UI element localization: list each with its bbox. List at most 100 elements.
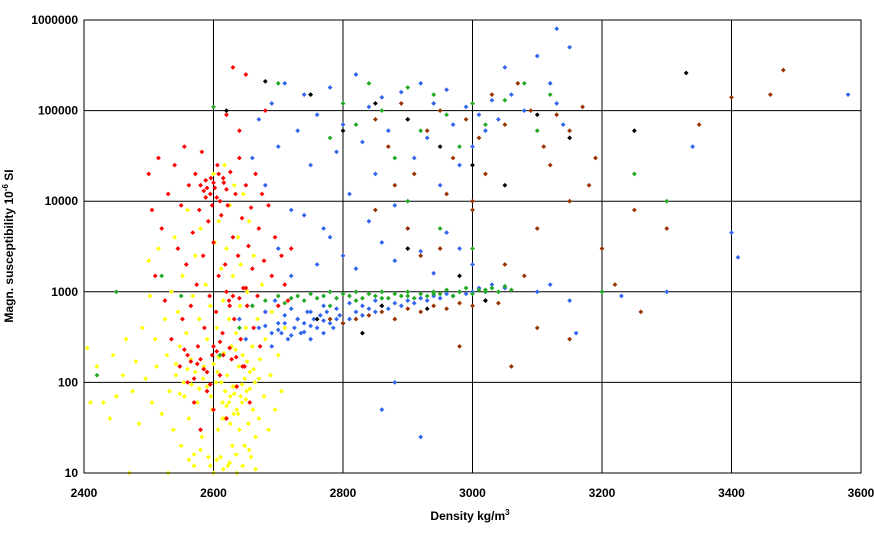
data-point [282, 300, 288, 306]
data-point [457, 273, 462, 279]
data-point [327, 320, 333, 326]
data-point [237, 303, 243, 309]
data-point [311, 316, 317, 322]
data-point [269, 101, 275, 106]
x-tick-label: 3400 [718, 486, 745, 500]
data-point [169, 289, 174, 295]
data-point [470, 303, 475, 309]
data-point [123, 336, 129, 342]
data-point [240, 191, 246, 197]
data-point [194, 400, 200, 405]
data-point [424, 306, 430, 312]
data-point [143, 376, 148, 382]
data-point [612, 282, 618, 288]
data-point [191, 452, 197, 457]
data-point [780, 67, 786, 73]
data-point [257, 356, 263, 362]
data-point [214, 369, 220, 375]
data-point [224, 403, 229, 409]
data-point [220, 400, 225, 405]
data-point [360, 312, 365, 318]
data-point [405, 116, 411, 122]
data-point [360, 139, 365, 145]
data-point [353, 266, 359, 272]
data-point [431, 291, 437, 297]
data-point [664, 226, 670, 231]
data-point [279, 330, 284, 336]
data-point [431, 303, 437, 309]
data-point [301, 212, 307, 218]
data-point [631, 128, 637, 134]
data-point [149, 400, 155, 405]
data-point [185, 380, 190, 385]
data-point [222, 162, 227, 168]
x-tick-labels: 2400 2600 2800 3000 3200 3400 3600 [71, 486, 874, 500]
data-point [431, 92, 437, 98]
data-point [262, 79, 268, 84]
y-axis-title-unit: SI [2, 169, 16, 184]
data-point [360, 303, 365, 309]
data-point [431, 270, 437, 276]
data-point [249, 303, 255, 309]
data-point [236, 364, 242, 369]
data-point [170, 427, 176, 433]
data-point [227, 303, 233, 309]
data-point [321, 226, 326, 231]
data-point [275, 293, 281, 299]
data-point [385, 144, 391, 150]
data-point [496, 300, 501, 306]
data-point [489, 92, 495, 98]
data-point [392, 155, 398, 161]
data-point [457, 343, 462, 349]
data-point [411, 155, 417, 161]
x-tick-label: 3600 [848, 486, 874, 500]
data-point [218, 380, 224, 385]
data-point [203, 177, 209, 183]
data-point [249, 343, 255, 349]
data-point [199, 149, 205, 155]
data-point [735, 254, 741, 260]
data-point [233, 452, 239, 457]
data-point [235, 234, 241, 240]
data-point [521, 80, 527, 86]
data-point [502, 97, 508, 103]
data-point [418, 128, 424, 134]
data-point [314, 262, 320, 267]
data-point [340, 253, 346, 259]
data-point [347, 191, 352, 197]
data-point [372, 116, 378, 122]
data-point [262, 309, 268, 315]
data-point [120, 372, 126, 378]
data-point [366, 306, 372, 312]
data-point [243, 285, 249, 291]
data-point [560, 122, 566, 128]
data-point [437, 295, 443, 301]
data-point [162, 316, 168, 322]
data-point [156, 246, 161, 251]
data-point [334, 306, 339, 312]
data-point [224, 112, 229, 118]
data-point [130, 388, 135, 394]
data-point [327, 234, 333, 240]
data-point [247, 386, 253, 392]
data-point [327, 85, 333, 90]
data-point [385, 306, 391, 312]
data-point [202, 325, 207, 331]
data-point [631, 171, 637, 177]
data-point [444, 87, 449, 93]
data-point [398, 293, 404, 299]
data-point [192, 171, 198, 177]
data-point [444, 191, 449, 197]
data-point [246, 447, 252, 453]
data-point [259, 191, 265, 197]
data-point [372, 101, 378, 106]
data-point [275, 320, 281, 326]
data-point [235, 253, 241, 259]
y-axis-title-sup: -6 [1, 184, 10, 192]
data-point [508, 92, 514, 98]
data-point [340, 101, 346, 106]
data-point [366, 218, 372, 224]
data-point [139, 325, 145, 331]
data-point [133, 359, 139, 364]
data-point [178, 293, 184, 299]
